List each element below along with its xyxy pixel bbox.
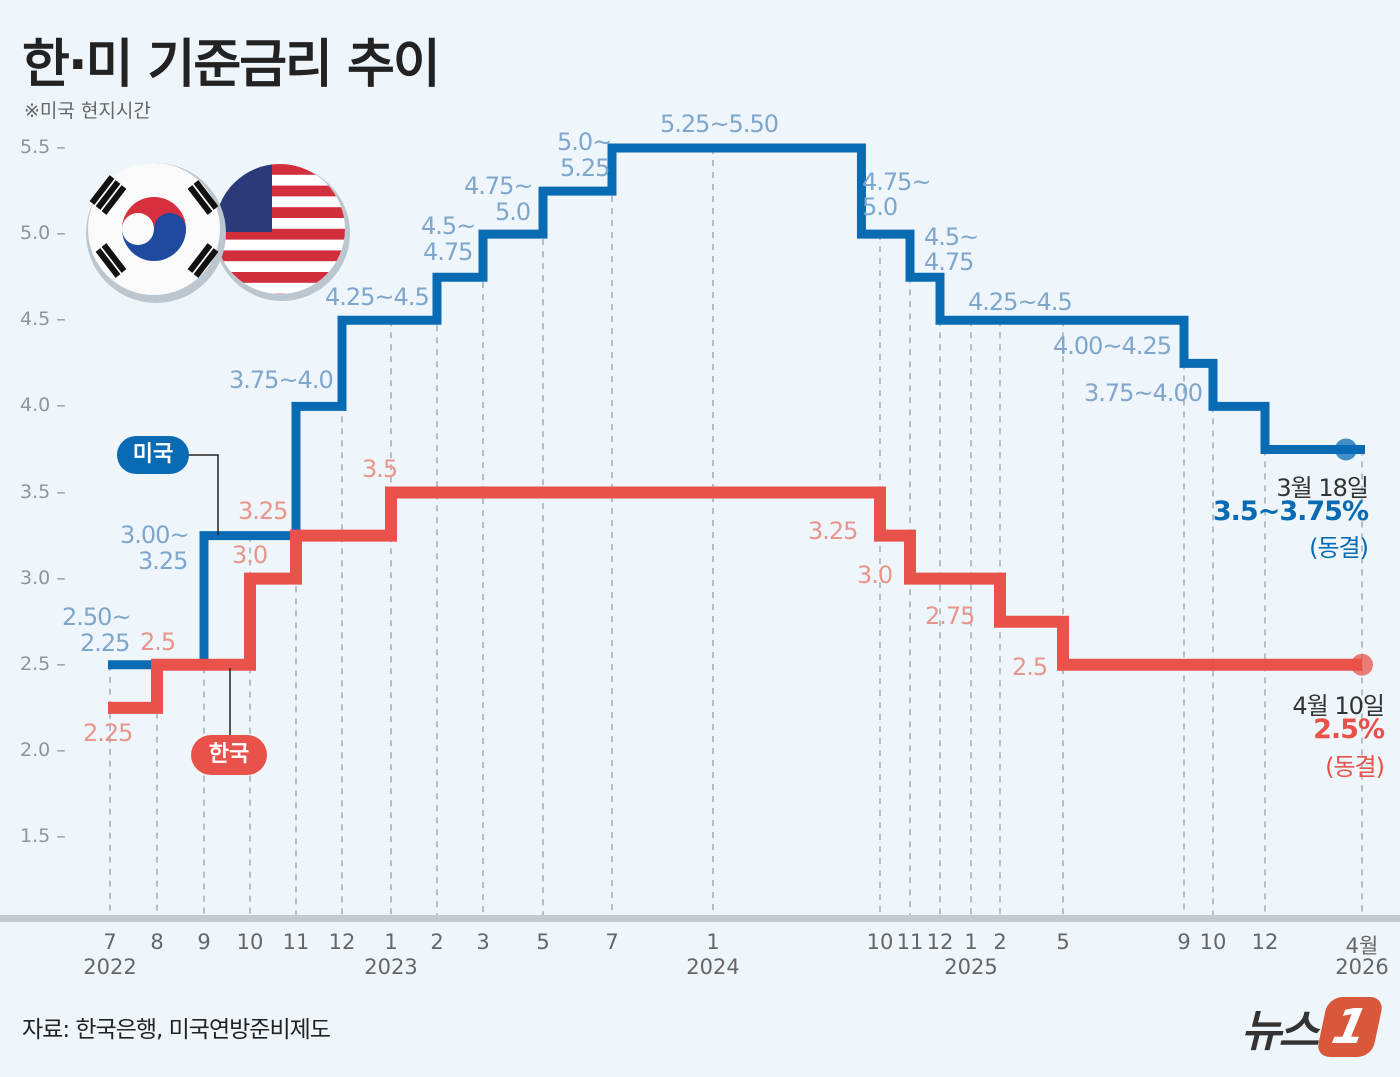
kr-label: 3.5: [362, 455, 398, 483]
x-axis-baseline: [0, 915, 1400, 922]
us-label: 4.75~: [862, 168, 932, 196]
us-label: 4.25~4.5: [968, 288, 1073, 316]
us-label: 2.25: [80, 629, 130, 657]
us-end-value: 3.5~3.75%: [1212, 496, 1369, 527]
kr-end-date: 4월 10일: [1292, 692, 1385, 720]
x-tick-label: 12: [1251, 930, 1279, 954]
kr-label: 2.5: [1012, 653, 1048, 681]
kr-label: 2.5: [140, 628, 176, 656]
x-tick-label: 1: [964, 930, 978, 954]
us-label: 5.25: [560, 154, 610, 182]
x-tick-label: 5: [536, 930, 550, 954]
y-tick-label: 1.5 –: [20, 825, 66, 847]
y-tick-label: 4.0 –: [20, 394, 66, 417]
us-label: 3.00~: [120, 521, 190, 549]
korea-rate-line: [108, 486, 1362, 714]
x-tick-label: 10: [236, 930, 264, 954]
us-label: 5.25~5.50: [660, 110, 779, 138]
x-tick-label: 2: [430, 930, 444, 954]
y-tick-label: 5.5 –: [20, 136, 66, 158]
news1-logo: 뉴스 1: [1241, 995, 1385, 1059]
x-tick-label: 3: [476, 930, 490, 954]
source-note: 자료: 한국은행, 미국연방준비제도: [22, 1017, 331, 1043]
x-year-label: 2026: [1335, 955, 1389, 979]
x-tick-label: 2: [993, 930, 1007, 954]
us-label: 3.75~4.0: [229, 366, 334, 394]
us-label: 4.75~: [464, 172, 534, 200]
us-label: 5.0: [495, 198, 531, 226]
x-tick-label: 7: [103, 930, 117, 954]
x-tick-label: 7: [605, 930, 619, 954]
x-tick-label: 12: [328, 930, 356, 954]
y-tick-label: 3.0 –: [20, 566, 66, 589]
us-end-status: (동결): [1309, 534, 1369, 562]
x-tick-label: 12: [926, 930, 954, 954]
x-tick-label: 4월: [1345, 934, 1379, 958]
x-tick-label: 10: [1199, 930, 1227, 954]
subtitle: ※미국 현지시간: [24, 100, 151, 122]
kr-label: 3.25: [238, 497, 288, 525]
kr-label: 2.75: [925, 602, 975, 630]
x-tick-label: 5: [1056, 930, 1070, 954]
us-rate-line: [108, 143, 1365, 670]
logo-text: 뉴스: [1241, 1006, 1319, 1057]
us-label: 4.5~: [924, 223, 979, 251]
us-end-marker: [1335, 438, 1357, 461]
us-flag-icon: [214, 164, 350, 301]
x-year-label: 2023: [364, 955, 418, 979]
y-tick-label: 5.0 –: [20, 222, 66, 245]
us-label: 3.75~4.00: [1084, 379, 1203, 407]
y-tick-label: 2.0 –: [20, 738, 66, 761]
us-label: 5.0~: [557, 128, 612, 156]
us-label: 4.75: [924, 248, 974, 276]
us-label: 4.00~4.25: [1053, 332, 1172, 360]
x-year-label: 2024: [686, 955, 740, 979]
us-label: 4.75: [423, 238, 473, 266]
x-tick-label: 11: [896, 930, 924, 954]
x-tick-label: 1: [706, 930, 720, 954]
y-tick-label: 2.5 –: [20, 652, 66, 675]
us-label: 2.50~: [62, 603, 132, 631]
us-label: 3.25: [138, 547, 188, 575]
y-tick-label: 3.5 –: [20, 480, 66, 503]
us-legend-connector: [189, 454, 219, 535]
page-title: 한·미 기준금리 추이: [22, 35, 441, 95]
us-label: 4.5~: [421, 212, 476, 240]
x-tick-label: 9: [197, 930, 211, 954]
y-tick-label: 4.5 –: [20, 308, 66, 331]
x-tick-label: 8: [150, 930, 164, 954]
x-year-label: 2022: [83, 955, 137, 979]
x-tick-label: 11: [282, 930, 310, 954]
kr-label: 3.0: [232, 541, 268, 569]
x-year-label: 2025: [944, 955, 998, 979]
us-label: 5.0: [862, 193, 898, 221]
logo-mark: 1: [1315, 997, 1385, 1057]
x-tick-label: 9: [1177, 930, 1191, 954]
korea-end-marker: [1351, 653, 1373, 676]
legend-korea: 한국: [191, 735, 267, 775]
kr-label: 3.25: [808, 517, 858, 545]
kr-end-status: (동결): [1325, 753, 1385, 781]
kr-end-value: 2.5%: [1313, 714, 1385, 745]
x-tick-label: 10: [866, 930, 894, 954]
us-label: 4.25~4.5: [325, 283, 430, 311]
legend-us: 미국: [117, 436, 189, 474]
kr-label: 3.0: [857, 561, 893, 589]
korea-flag-icon: [86, 163, 226, 303]
kr-label: 2.25: [83, 719, 133, 747]
x-tick-label: 1: [384, 930, 398, 954]
us-end-date: 3월 18일: [1276, 474, 1369, 502]
